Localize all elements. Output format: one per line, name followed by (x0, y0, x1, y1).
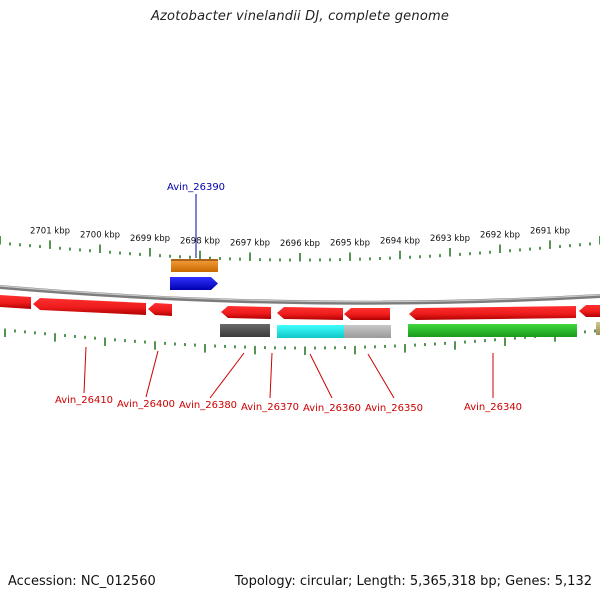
ruler-tick-label: 2698 kbp (180, 237, 220, 247)
gene-label-avin-26370[interactable]: Avin_26370 (241, 402, 299, 413)
gene-label-avin-26390[interactable]: Avin_26390 (167, 182, 225, 193)
accession-text: Accession: NC_012560 (8, 574, 156, 589)
gene-labels: Avin_26390 Avin_26410 Avin_26400 Avin_26… (55, 182, 522, 414)
ruler-tick-label: 2692 kbp (480, 231, 520, 241)
gene-feature-red-edge[interactable] (579, 305, 600, 317)
gene-feature-avin-26400-a[interactable] (33, 298, 146, 315)
tick-row-outer (0, 236, 600, 262)
gene-label-avin-26380[interactable]: Avin_26380 (179, 400, 237, 411)
ruler-tick-label: 2693 kbp (430, 234, 470, 244)
gene-feature-avin-26340[interactable] (409, 306, 576, 320)
ruler-tick-label: 2697 kbp (230, 238, 270, 248)
map-title: Azotobacter vinelandii DJ, complete geno… (150, 9, 450, 24)
ruler-tick-label: 2701 kbp (30, 226, 70, 236)
gene-label-avin-26400[interactable]: Avin_26400 (117, 399, 175, 410)
gene-feature-olive[interactable] (596, 322, 600, 335)
gene-feature-avin-26380[interactable] (221, 306, 271, 319)
gene-label-avin-26360[interactable]: Avin_26360 (303, 403, 361, 414)
gene-feature-orange[interactable] (171, 259, 218, 272)
gene-feature-cyan[interactable] (277, 325, 344, 338)
ruler-tick-label: 2694 kbp (380, 237, 420, 247)
gene-feature-avin-26390[interactable] (170, 277, 218, 290)
gene-label-avin-26350[interactable]: Avin_26350 (365, 403, 423, 414)
gene-feature-avin-26400-b[interactable] (148, 303, 172, 316)
genome-backbone-highlight (0, 285, 600, 303)
gene-feature-avin-26410[interactable] (0, 295, 31, 309)
genome-summary-text: Topology: circular; Length: 5,365,318 bp… (234, 574, 592, 589)
ruler-tick-label: 2695 kbp (330, 238, 370, 248)
gene-feature-avin-26370[interactable] (277, 307, 343, 320)
ruler-labels: 2701 kbp 2700 kbp 2699 kbp 2698 kbp 2697 kbp… (30, 226, 570, 249)
feature-track (0, 259, 600, 338)
ruler-tick-label: 2700 kbp (80, 231, 120, 241)
gene-feature-avin-26360[interactable] (344, 308, 390, 320)
genome-backbone (0, 285, 600, 305)
gene-label-avin-26340[interactable]: Avin_26340 (464, 402, 522, 413)
ruler-tick-label: 2696 kbp (280, 239, 320, 249)
ruler-tick-label: 2691 kbp (530, 226, 570, 236)
gene-feature-light-gray[interactable] (344, 325, 391, 338)
ruler-tick-label: 2699 kbp (130, 234, 170, 244)
gene-feature-dark-gray[interactable] (220, 324, 270, 337)
gene-label-avin-26410[interactable]: Avin_26410 (55, 395, 113, 406)
gene-feature-green[interactable] (408, 324, 577, 337)
